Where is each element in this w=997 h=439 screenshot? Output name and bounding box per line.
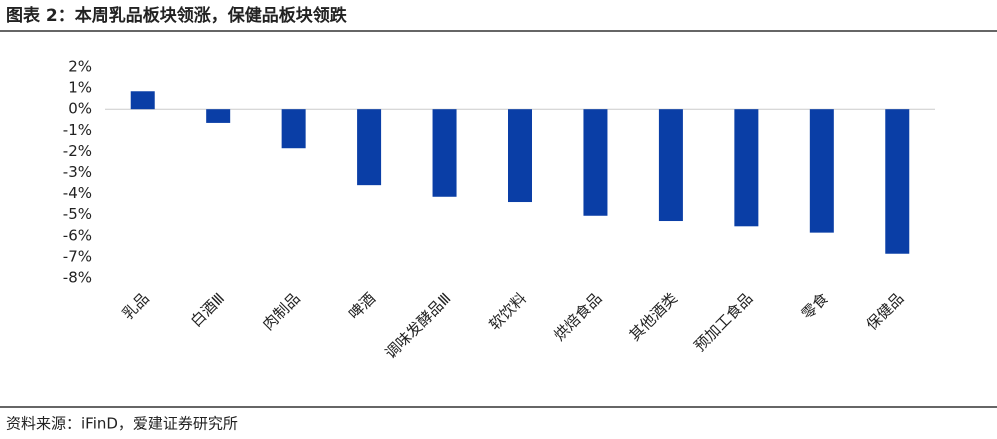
x-tick-label: 零食	[798, 289, 832, 323]
x-tick-label: 肉制品	[259, 289, 304, 334]
x-tick-label: 烘焙食品	[550, 289, 605, 344]
bar	[885, 109, 910, 254]
bar	[432, 109, 457, 197]
y-tick-label: 2%	[68, 58, 92, 76]
x-tick-label: 保健品	[863, 289, 908, 334]
source: 资料来源：iFinD，爱建证券研究所	[6, 415, 238, 433]
y-tick-label: -8%	[63, 269, 92, 287]
y-tick-label: -6%	[63, 226, 92, 244]
y-tick-label: -3%	[63, 163, 92, 181]
x-tick-label: 其他酒类	[626, 289, 681, 344]
y-tick-label: -5%	[63, 205, 92, 223]
y-tick-label: -7%	[63, 247, 92, 265]
x-tick-label: 软饮料	[485, 289, 530, 334]
x-tick-label: 调味发酵品Ⅲ	[381, 289, 454, 362]
bar	[357, 109, 382, 186]
y-tick-label: 1%	[68, 79, 92, 97]
x-tick-label: 预加工食品	[691, 289, 757, 355]
bar	[508, 109, 532, 203]
bar	[130, 91, 155, 110]
chart-title: 图表 2：本周乳品板块领涨，保健品板块领跌	[6, 5, 348, 26]
x-tick-label: 白酒Ⅲ	[187, 289, 228, 330]
x-tick-label: 乳品	[119, 289, 153, 323]
bar	[281, 109, 306, 149]
bar	[583, 109, 608, 216]
x-tick-label: 啤酒	[345, 289, 379, 323]
bar	[734, 109, 759, 227]
y-tick-label: -4%	[63, 184, 92, 202]
y-tick-label: -1%	[63, 121, 92, 139]
y-tick-label: 0%	[68, 100, 92, 118]
bar	[809, 109, 834, 233]
bar	[658, 109, 683, 222]
bar	[206, 109, 231, 123]
y-tick-label: -2%	[63, 142, 92, 160]
